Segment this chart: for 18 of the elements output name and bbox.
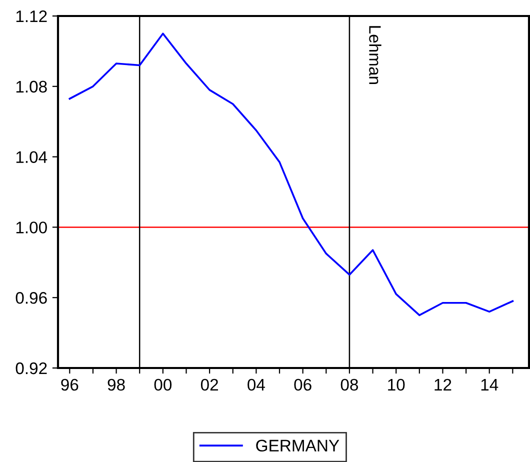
x-tick-label: 12 — [434, 378, 452, 390]
y-tick-label: 1.00 — [16, 222, 47, 234]
x-tick-label: 02 — [200, 378, 218, 391]
x-tick-label: 14 — [481, 379, 498, 390]
y-tick-label: 1.12 — [16, 10, 47, 22]
x-tick-label: 04 — [248, 378, 265, 391]
y-tick-label: 0.92 — [16, 362, 47, 374]
legend-label: GERMANY — [256, 440, 340, 452]
x-tick-label: 06 — [294, 378, 312, 391]
x-tick-label: 98 — [108, 378, 125, 391]
x-tick-label: 00 — [154, 378, 172, 391]
ref-line-label: Lehman — [369, 26, 382, 84]
x-tick-label: 10 — [388, 378, 405, 391]
x-tick-label: 08 — [340, 378, 358, 391]
y-tick-label: 1.08 — [16, 80, 47, 93]
y-tick-label: 0.96 — [16, 292, 47, 304]
y-tick-label: 1.04 — [16, 151, 48, 164]
x-tick-label: 96 — [61, 378, 78, 391]
